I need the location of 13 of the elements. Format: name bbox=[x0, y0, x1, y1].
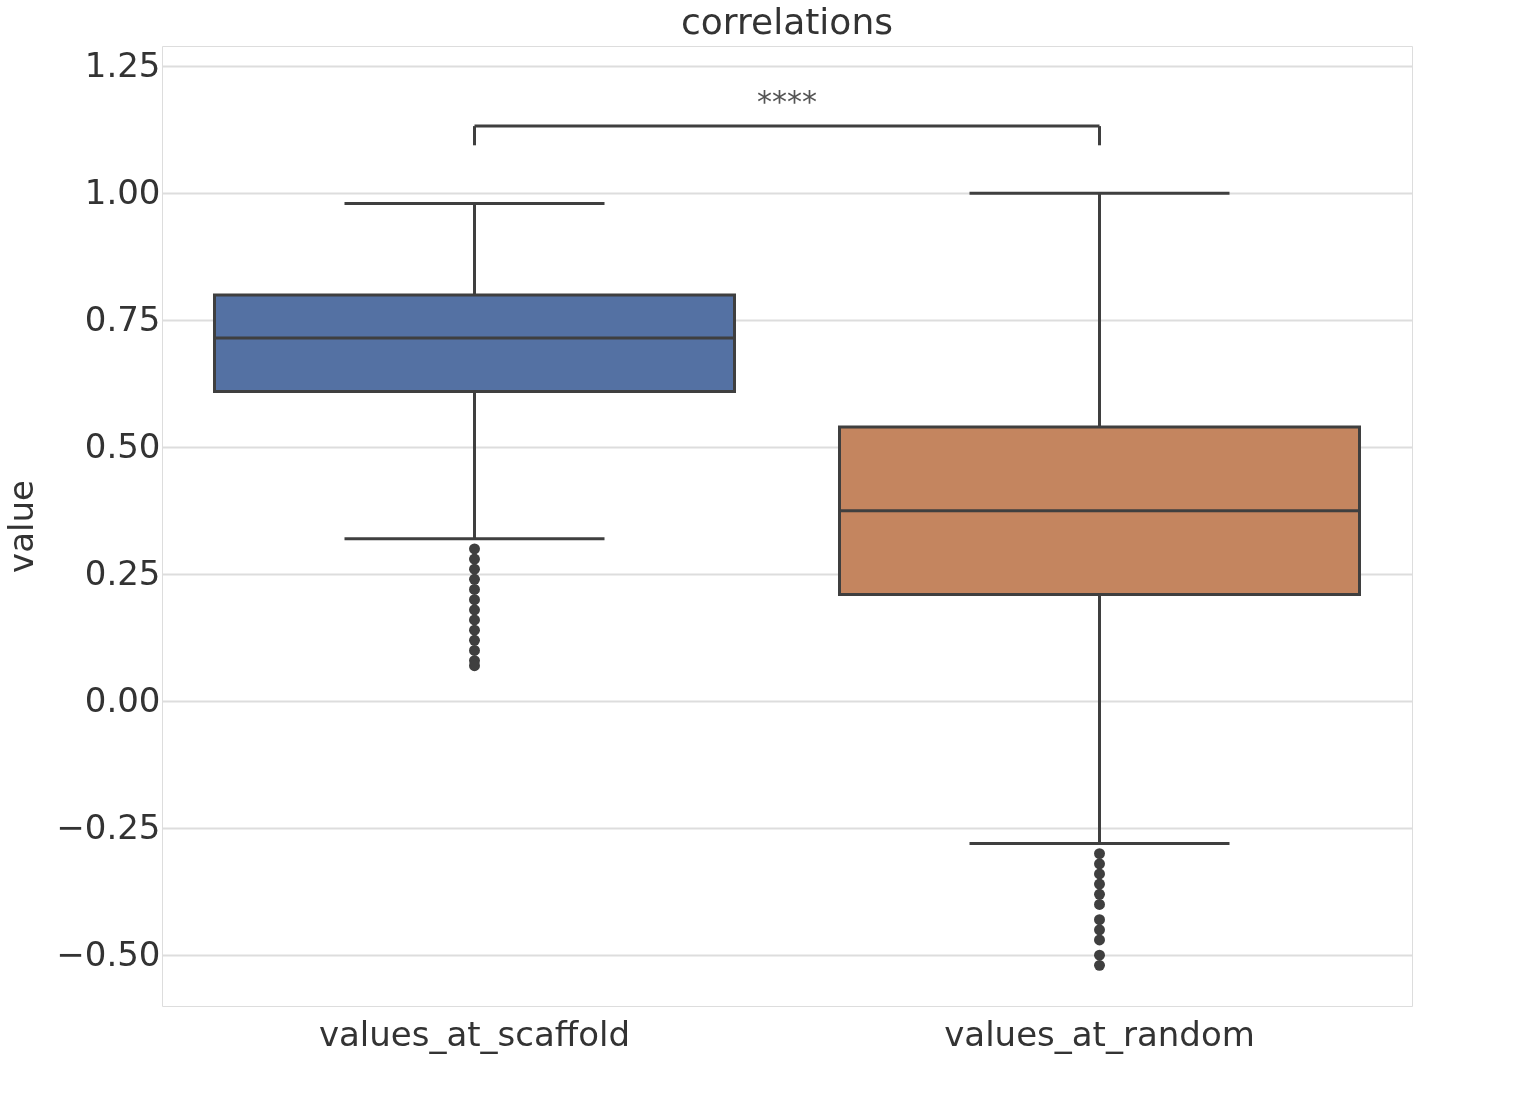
y-tick-label: 0.25 bbox=[84, 552, 161, 593]
y-tick-label: −0.25 bbox=[56, 806, 161, 847]
y-axis-title: value bbox=[1, 480, 42, 573]
chart-title: correlations bbox=[681, 1, 893, 42]
x-tick-label: values_at_random bbox=[944, 1013, 1255, 1054]
y-tick-label: 0.00 bbox=[84, 679, 161, 720]
y-tick-label: −0.50 bbox=[56, 933, 161, 974]
y-tick-label: 0.75 bbox=[84, 298, 161, 339]
y-tick-label: 1.25 bbox=[84, 44, 161, 85]
y-tick-label: 1.00 bbox=[84, 171, 161, 212]
annotation: **** bbox=[757, 84, 817, 120]
x-tick-label: values_at_scaffold bbox=[318, 1013, 631, 1054]
y-tick-label: 0.50 bbox=[84, 425, 161, 466]
